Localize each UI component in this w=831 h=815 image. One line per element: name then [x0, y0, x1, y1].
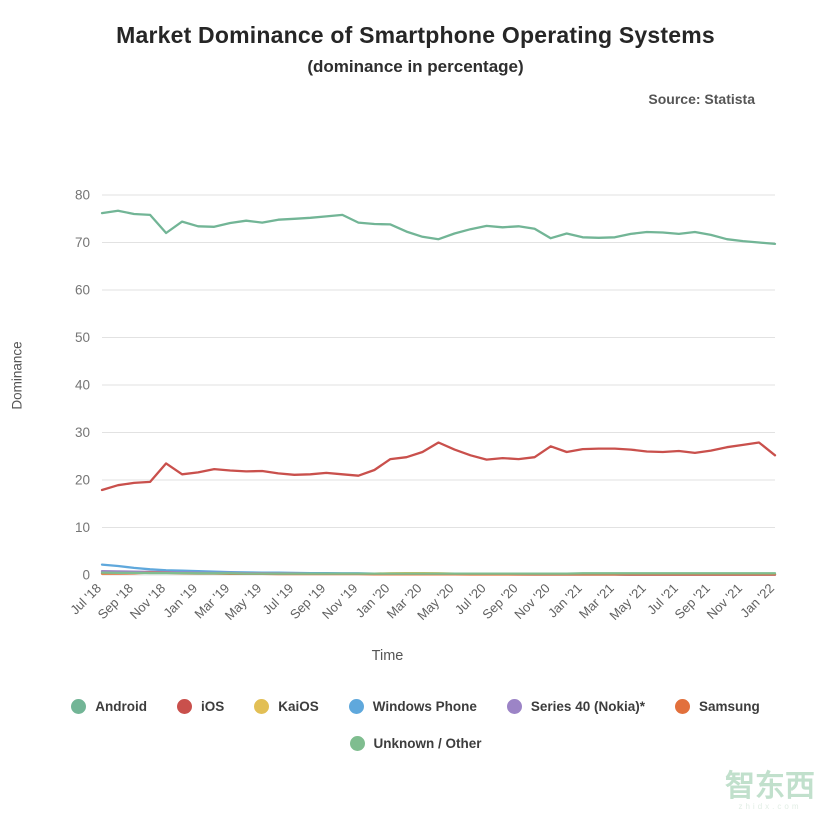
legend-label: Unknown / Other [373, 736, 482, 751]
x-tick-label: Nov '21 [704, 581, 745, 622]
legend-item-android[interactable]: Android [71, 699, 147, 714]
legend-dot-unknown-other [349, 736, 365, 751]
legend: Android iOS KaiOS Windows Phone Series 40 (N… [56, 699, 776, 751]
legend-label: Series 40 (Nokia)* [530, 699, 645, 714]
source-credit: Source: Statista [648, 91, 755, 107]
legend-item-kaios[interactable]: KaiOS [254, 699, 319, 714]
watermark-subtext: zhidx.com [738, 802, 802, 811]
legend-item-series-40-nokia[interactable]: Series 40 (Nokia)* [506, 699, 645, 714]
legend-item-unknown-other[interactable]: Unknown / Other [349, 736, 482, 751]
x-tick-label: May '19 [222, 581, 265, 624]
legend-dot-android [71, 699, 87, 714]
series-line-ios [100, 441, 777, 492]
watermark-logo: 智东西 [725, 770, 815, 803]
chart-area: Dominance 0 10 20 30 40 50 60 70 80 Jul '18 Sep '1… [0, 183, 831, 665]
x-tick-label: Nov '18 [127, 581, 168, 622]
legend-item-ios[interactable]: iOS [177, 699, 224, 714]
watermark: 智东西 zhidx.com [725, 770, 815, 812]
y-tick-label: 20 [75, 473, 90, 488]
y-tick-label: 50 [75, 330, 90, 345]
x-tick-label: Nov '20 [511, 581, 552, 622]
y-tick-label: 10 [75, 520, 90, 535]
x-axis-label: Time [371, 648, 404, 664]
x-tick-label: May '20 [414, 581, 457, 624]
legend-dot-kaios [254, 699, 270, 714]
legend-label: KaiOS [278, 699, 319, 714]
page-title: Market Dominance of Smartphone Operating… [116, 22, 715, 48]
y-tick-label: 80 [75, 188, 90, 203]
legend-dot-ios [177, 699, 192, 714]
x-tick-label: Jan '22 [737, 581, 777, 621]
y-tick-label: 60 [75, 283, 90, 298]
legend-item-samsung[interactable]: Samsung [674, 699, 760, 714]
legend-item-windows-phone[interactable]: Windows Phone [348, 699, 477, 714]
x-tick-label: May '21 [606, 581, 649, 624]
legend-label: Windows Phone [372, 699, 477, 714]
legend-label: Samsung [698, 699, 760, 714]
series-line-unknown-other [100, 571, 777, 575]
legend-dot-windows-phone [348, 699, 364, 714]
y-tick-label: 40 [75, 378, 90, 393]
legend-dot-samsung [674, 699, 690, 714]
y-tick-label: 70 [75, 235, 90, 250]
legend-label: iOS [201, 699, 225, 714]
x-tick-label: Nov '19 [319, 581, 360, 622]
y-tick-label: 30 [75, 425, 90, 440]
page-subtitle: (dominance in percentage) [307, 57, 524, 76]
legend-dot-series-40-nokia [506, 699, 522, 714]
series-line-android [100, 209, 777, 246]
y-tick-label: 0 [82, 568, 90, 583]
legend-label: Android [95, 699, 147, 714]
y-axis-label: Dominance [9, 341, 25, 410]
